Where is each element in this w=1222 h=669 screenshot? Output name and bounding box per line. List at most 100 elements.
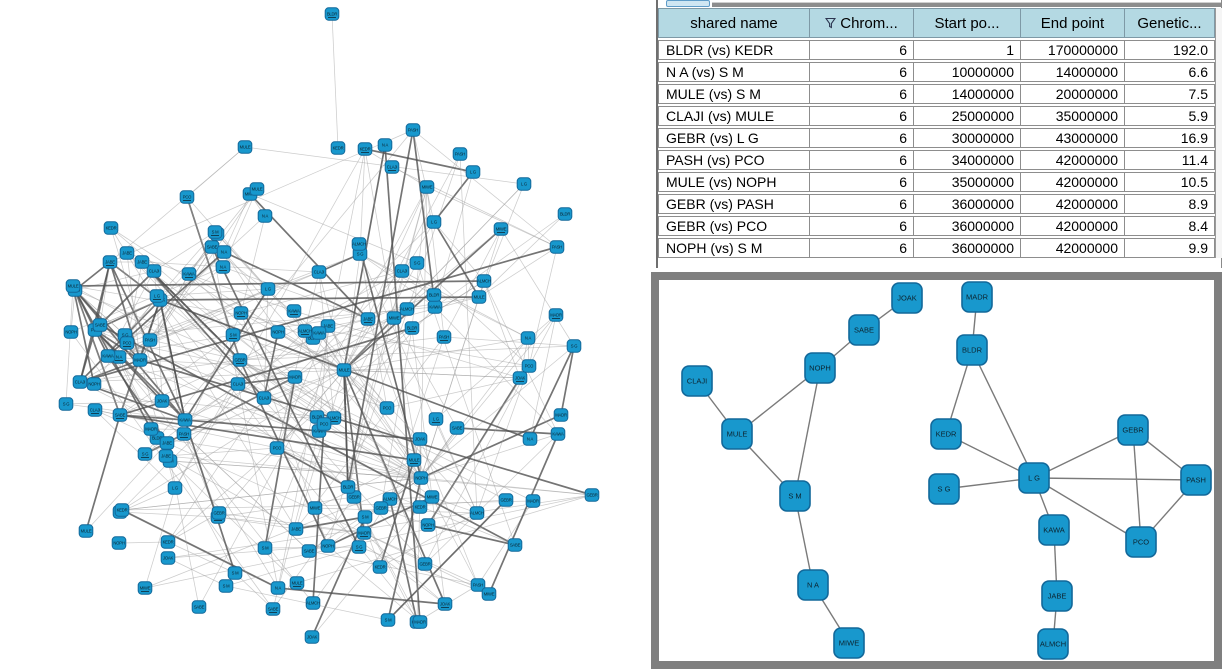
network-node[interactable]: GEBR <box>417 557 433 571</box>
network-edge[interactable] <box>478 213 566 298</box>
network-node[interactable]: MIWE <box>419 180 435 194</box>
network-edge[interactable] <box>389 336 445 500</box>
network-edge[interactable] <box>184 419 421 440</box>
network-edge[interactable] <box>153 231 216 272</box>
network-edge[interactable] <box>529 345 575 440</box>
node-MADR[interactable]: MADR <box>961 281 993 313</box>
table-row-5[interactable]: PASH (vs) PCO 6 34000000 42000000 11.4 <box>658 150 1215 170</box>
network-edge[interactable] <box>379 512 478 568</box>
edge-L G-PCO[interactable] <box>1033 477 1142 543</box>
network-node[interactable]: ALMCH <box>351 237 367 251</box>
network-node[interactable]: S G <box>58 397 74 411</box>
network-edge[interactable] <box>149 273 190 341</box>
network-edge[interactable] <box>294 270 403 378</box>
network-edge[interactable] <box>126 215 266 344</box>
node-N A[interactable]: N A <box>797 569 829 601</box>
network-edge[interactable] <box>401 270 529 339</box>
network-node[interactable]: PCO <box>316 417 332 431</box>
network-edge[interactable] <box>295 336 445 530</box>
network-node[interactable]: L G <box>260 282 276 296</box>
network-node[interactable]: MADR <box>412 615 428 629</box>
table-row-6[interactable]: MULE (vs) NOPH 6 35000000 42000000 10.5 <box>658 172 1215 192</box>
node-ALMCH[interactable]: ALMCH <box>1037 628 1069 660</box>
network-edge[interactable] <box>347 186 428 488</box>
network-node[interactable]: MIWE <box>481 587 497 601</box>
network-node[interactable]: L G <box>149 289 165 303</box>
network-edge[interactable] <box>174 148 366 489</box>
network-node[interactable]: PCO <box>379 401 395 415</box>
network-node[interactable]: SABE <box>191 600 207 614</box>
network-node[interactable]: JOAK <box>412 432 428 446</box>
network-node[interactable]: S M <box>218 579 234 593</box>
node-S M[interactable]: S M <box>779 480 811 512</box>
network-edge[interactable] <box>70 289 76 333</box>
network-edge[interactable] <box>225 546 360 587</box>
network-edge[interactable] <box>121 460 171 511</box>
network-edge[interactable] <box>416 186 428 623</box>
edge-L G-PASH[interactable] <box>1033 477 1197 481</box>
network-edge[interactable] <box>343 221 435 371</box>
node-NOPH[interactable]: NOPH <box>804 352 836 384</box>
network-edge[interactable] <box>314 507 446 605</box>
network-edge[interactable] <box>295 516 366 530</box>
network-edge[interactable] <box>74 289 126 336</box>
node-JOAK[interactable]: JOAK <box>891 282 923 314</box>
column-header-end-point[interactable]: End point <box>1021 9 1125 37</box>
network-node[interactable]: JOAK <box>512 371 528 385</box>
network-edge[interactable] <box>277 331 345 371</box>
network-node[interactable]: KEDR <box>114 503 130 517</box>
node-CLAJI[interactable]: CLAJI <box>681 365 713 397</box>
network-node[interactable]: BLDR <box>404 321 420 335</box>
network-node[interactable]: JABE <box>288 522 304 536</box>
network-edge[interactable] <box>434 306 559 435</box>
network-edge[interactable] <box>384 144 421 623</box>
network-node[interactable]: MIWE <box>386 311 402 325</box>
network-node[interactable]: KEDR <box>412 500 428 514</box>
network-node[interactable]: PCO <box>119 336 135 350</box>
network-edge[interactable] <box>188 273 296 378</box>
network-node[interactable]: NOPH <box>320 539 336 553</box>
network-node[interactable]: KAWA <box>550 427 566 441</box>
edge-NOPH-S M[interactable] <box>794 367 821 497</box>
network-edge[interactable] <box>165 447 278 457</box>
column-header-chrom-[interactable]: Chrom... <box>810 9 914 37</box>
network-edge[interactable] <box>107 355 422 479</box>
network-node[interactable]: KAWA <box>286 304 302 318</box>
network-edge[interactable] <box>186 146 246 198</box>
network-node[interactable]: MIWE <box>137 581 153 595</box>
network-edge[interactable] <box>528 246 558 367</box>
network-edge[interactable] <box>343 337 529 371</box>
network-node[interactable]: CLAJI <box>72 375 88 389</box>
network-node[interactable]: KEDR <box>160 535 176 549</box>
network-edge[interactable] <box>167 541 236 574</box>
network-edge[interactable] <box>459 153 478 514</box>
network-edge[interactable] <box>272 430 320 610</box>
network-node[interactable]: PCO <box>521 359 537 373</box>
network-edge[interactable] <box>426 186 558 248</box>
network-node[interactable]: KAWA <box>427 300 443 314</box>
network-edge[interactable] <box>141 261 320 273</box>
network-node[interactable]: BLDR <box>426 288 442 302</box>
network-edge[interactable] <box>331 13 339 149</box>
node-JABE[interactable]: JABE <box>1041 580 1073 612</box>
network-node[interactable]: CLAJI <box>87 403 103 417</box>
network-node[interactable]: L G <box>516 177 532 191</box>
network-edge[interactable] <box>249 193 418 264</box>
network-node[interactable]: KAWA <box>177 413 193 427</box>
network-node[interactable]: JABE <box>159 436 175 450</box>
network-node[interactable]: GEBR <box>346 490 362 504</box>
network-node[interactable]: NOPH <box>413 471 429 485</box>
table-row-1[interactable]: N A (vs) S M 6 10000000 14000000 6.6 <box>658 62 1215 82</box>
network-edge[interactable] <box>359 148 366 255</box>
network-edge[interactable] <box>85 442 168 532</box>
network-edge[interactable] <box>424 433 559 565</box>
edge-L G-GEBR[interactable] <box>1033 429 1134 479</box>
network-edge[interactable] <box>476 365 530 514</box>
network-edge[interactable] <box>124 231 216 336</box>
network-edge[interactable] <box>434 213 566 308</box>
network-node[interactable]: NOPH <box>63 325 79 339</box>
network-edge[interactable] <box>424 314 557 565</box>
network-edge[interactable] <box>347 153 461 488</box>
network-edge[interactable] <box>412 129 435 223</box>
network-edge[interactable] <box>311 506 421 638</box>
